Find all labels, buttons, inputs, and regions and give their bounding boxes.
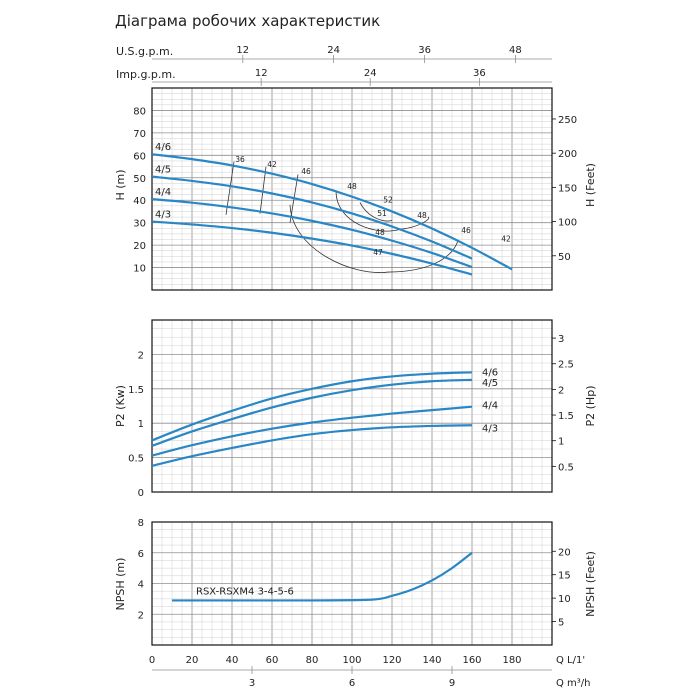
power-ytick-right-label: 2.5 [558, 360, 574, 371]
x-axis-tick-label: 160 [462, 655, 481, 666]
head-ylabel-right: H (Feet) [584, 163, 597, 207]
efficiency-label: 46 [461, 226, 471, 235]
head-ytick-label: 10 [133, 264, 146, 275]
power-ytick-label: 1 [138, 419, 144, 430]
npsh-ylabel-right: NPSH (Feet) [584, 551, 597, 617]
power-ytick-label: 0 [138, 488, 144, 499]
power-curve-label: 4/3 [482, 423, 498, 434]
npsh-ytick-label: 6 [138, 549, 144, 560]
power-ytick-label: 0.5 [128, 454, 144, 465]
npsh-curve [172, 551, 473, 602]
head-ytick-label: 40 [133, 196, 146, 207]
head-ytick-label: 70 [133, 129, 146, 140]
head-ytick-right-label: 100 [558, 218, 577, 229]
head-curve-4-5 [151, 175, 473, 260]
top-axis-label-0: U.S.g.p.m. [116, 45, 173, 58]
power-curve-label: 4/5 [482, 378, 498, 389]
power-curve-label: 4/6 [482, 367, 498, 378]
efficiency-label: 48 [347, 182, 357, 191]
head-ylabel: H (m) [114, 169, 127, 200]
power-ytick-right-label: 1.5 [558, 411, 574, 422]
efficiency-label: 47 [373, 248, 383, 257]
npsh-ytick-label: 4 [138, 580, 144, 591]
head-frame [151, 87, 553, 291]
head-ytick-label: 80 [133, 106, 146, 117]
head-ytick-label: 60 [133, 151, 146, 162]
npsh-ytick-label: 8 [138, 518, 144, 529]
head-ytick-right-label: 200 [558, 149, 577, 160]
x-axis-tick-label: 100 [342, 655, 361, 666]
efficiency-label: 42 [501, 235, 511, 244]
npsh-curve-label: RSX-RSXM4 3-4-5-6 [196, 586, 294, 597]
head-curve-4-6 [151, 153, 513, 271]
efficiency-label: 42 [267, 160, 277, 169]
top-axis-tick-label-1: 36 [473, 68, 486, 79]
npsh-ytick-right-label: 15 [558, 571, 571, 582]
top-axis-label-1: Imp.g.p.m. [116, 68, 176, 81]
top-axis-tick-label-1: 24 [364, 68, 377, 79]
top-axis-tick-label-1: 12 [255, 68, 268, 79]
x-axis-tick-label: 60 [266, 655, 279, 666]
power-ylabel-right: P2 (Hp) [584, 386, 597, 427]
head-ytick-label: 50 [133, 174, 146, 185]
page-title: Діаграма робочих характеристик [115, 12, 381, 30]
npsh-ytick-right-label: 20 [558, 547, 571, 558]
head-curve-4-4 [151, 198, 473, 269]
head-ytick-label: 20 [133, 241, 146, 252]
efficiency-label: 48 [375, 228, 385, 237]
efficiency-label: 48 [417, 211, 427, 220]
x-axis-tick-label: 20 [186, 655, 199, 666]
power-curve-4-5 [151, 378, 473, 447]
power-ytick-label: 1.5 [128, 385, 144, 396]
npsh-ytick-label: 2 [138, 610, 144, 621]
x-axis-tick-label: 180 [502, 655, 521, 666]
top-axis-tick-label-0: 36 [418, 45, 431, 56]
head-ytick-right-label: 250 [558, 115, 577, 126]
power-ytick-right-label: 0.5 [558, 462, 574, 473]
efficiency-label: 36 [235, 155, 245, 164]
top-axis-tick-label-0: 48 [509, 45, 522, 56]
power-ytick-label: 2 [138, 350, 144, 361]
power-curve-4-6 [151, 371, 473, 442]
head-curve-label: 4/6 [155, 142, 171, 153]
npsh-frame [151, 521, 553, 646]
x2-axis-tick-label: 6 [349, 678, 355, 689]
power-ylabel: P2 (Kw) [114, 385, 127, 427]
head-curve-label: 4/3 [155, 210, 171, 221]
x2-axis-tick-label: 9 [449, 678, 455, 689]
iso-contour-51 [359, 202, 393, 222]
power-ytick-right-label: 2 [558, 385, 564, 396]
top-axis-tick-label-0: 24 [327, 45, 340, 56]
power-ytick-right-label: 1 [558, 437, 564, 448]
x-axis-tick-label: 140 [422, 655, 441, 666]
head-curve-4-3 [151, 220, 473, 276]
efficiency-label: 52 [383, 195, 393, 204]
head-ytick-right-label: 50 [558, 252, 571, 263]
x-axis-tick-label: 80 [306, 655, 319, 666]
x-axis-tick-label: 40 [226, 655, 239, 666]
npsh-ylabel: NPSH (m) [114, 558, 127, 611]
npsh-ytick-right-label: 10 [558, 594, 571, 605]
power-curve-label: 4/4 [482, 401, 498, 412]
head-curve-label: 4/4 [155, 187, 171, 198]
power-curve-4-3 [151, 424, 473, 467]
efficiency-label: 46 [301, 167, 311, 176]
x-axis-label: Q L/1' [556, 655, 585, 666]
head-ytick-label: 30 [133, 219, 146, 230]
power-curve-4-4 [151, 405, 473, 457]
head-ytick-right-label: 150 [558, 183, 577, 194]
iso-efficiency-line [259, 166, 267, 214]
top-axis-tick-label-0: 12 [236, 45, 249, 56]
npsh-ytick-right-label: 5 [558, 618, 564, 629]
x-axis-tick-label: 0 [149, 655, 155, 666]
power-frame [151, 319, 553, 493]
x-axis-tick-label: 120 [382, 655, 401, 666]
head-curve-label: 4/5 [155, 165, 171, 176]
power-ytick-right-label: 3 [558, 334, 564, 345]
x2-axis-tick-label: 3 [249, 678, 255, 689]
x2-axis-label: Q m³/h [556, 678, 591, 689]
efficiency-label: 51 [377, 209, 387, 218]
